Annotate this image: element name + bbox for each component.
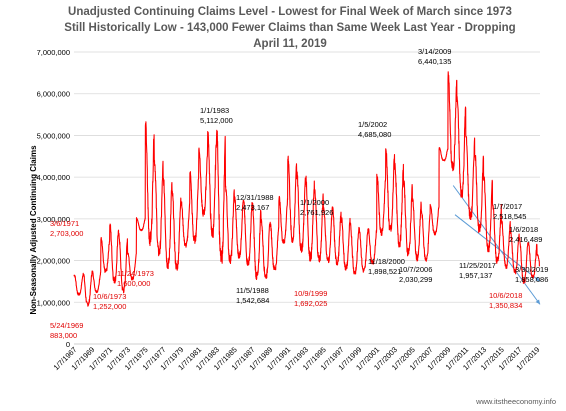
y-tick-label: 6,000,000: [37, 90, 70, 99]
annotation-value: 2,518,545: [493, 212, 526, 221]
y-axis-label: Non-Seasonally Adjusted Continuing Claim…: [29, 145, 38, 315]
annotation-value: 2,761,926: [300, 208, 333, 217]
annotation-date: 11/25/2017: [459, 261, 496, 270]
chart-title-line-3: April 11, 2019: [253, 38, 327, 50]
annotation-date: 1/7/2017: [493, 202, 522, 211]
annotation-date: 11/24/1973: [117, 269, 154, 278]
y-tick-label: 0: [66, 340, 70, 349]
annotation-value: 1,542,684: [236, 296, 269, 305]
y-tick-label: 3,000,000: [37, 215, 70, 224]
source-credit: www.itstheeconomy.info: [475, 397, 556, 406]
annotation-value: 2,030,299: [399, 275, 432, 284]
annotation-value: 1,858,086: [515, 275, 548, 284]
y-axis: 1,000,000 2,000,000 3,000,000 4,000,000 5,00…: [37, 48, 70, 349]
annotation-value: 5,112,000: [200, 116, 233, 125]
annotation-date: 1/1/1983: [200, 106, 229, 115]
y-tick-label: 4,000,000: [37, 173, 70, 182]
annotation-value: 1,692,025: [294, 299, 327, 308]
y-tick-label: 1,000,000: [37, 298, 70, 307]
annotation-value: 2,473,167: [236, 203, 269, 212]
annotation-date: 12/31/1988: [236, 193, 274, 202]
annotation-date: 3/6/1971: [50, 219, 79, 228]
annotation-value: 6,440,135: [418, 57, 451, 66]
annotation-value: 1,350,834: [489, 301, 522, 310]
annotation-date: 10/9/1999: [294, 289, 327, 298]
y-tick-label: 7,000,000: [37, 48, 70, 57]
trendline-arrowhead: [535, 299, 540, 305]
annotation-value: 1,252,000: [93, 302, 126, 311]
annotation-value: 2,703,000: [50, 229, 83, 238]
annotation-date: 5/24/1969: [50, 321, 83, 330]
series-layer: [73, 71, 540, 307]
y-tick-label: 5,000,000: [37, 131, 70, 140]
annotation-date: 3/30/2019: [515, 265, 548, 274]
trendline-2: [452, 185, 541, 305]
annotation-date: 10/7/2006: [399, 265, 432, 274]
chart-title-line-2: Still Historically Low - 143,000 Fewer C…: [64, 22, 515, 34]
x-axis: 1/7/19671/7/19691/7/19711/7/19731/7/1975…: [52, 345, 542, 372]
annotation-value: 883,000: [50, 331, 77, 340]
annotation-value: 1,898,521: [368, 267, 401, 276]
annotation-date: 1/6/2018: [509, 225, 538, 234]
series-line: [73, 71, 540, 307]
annotation-value: 1,600,000: [117, 279, 150, 288]
y-tick-label: 2,000,000: [37, 257, 70, 266]
annotation-date: 11/18/2000: [368, 257, 405, 266]
annotation-value: 1,957,137: [459, 271, 492, 280]
annotation-date: 1/1/2000: [300, 198, 329, 207]
annotation-date: 10/6/2018: [489, 291, 522, 300]
annotation-value: 2,416,489: [509, 235, 542, 244]
chart-title-line-1: Unadjusted Continuing Claims Level - Low…: [68, 6, 512, 18]
trendline-arrowhead: [535, 276, 540, 282]
annotation-date: 3/14/2009: [418, 47, 451, 56]
annotation-date: 10/6/1973: [93, 292, 126, 301]
annotation-date: 11/5/1988: [236, 286, 269, 295]
annotation-date: 1/5/2002: [358, 120, 387, 129]
annotation-value: 4,685,080: [358, 130, 391, 139]
